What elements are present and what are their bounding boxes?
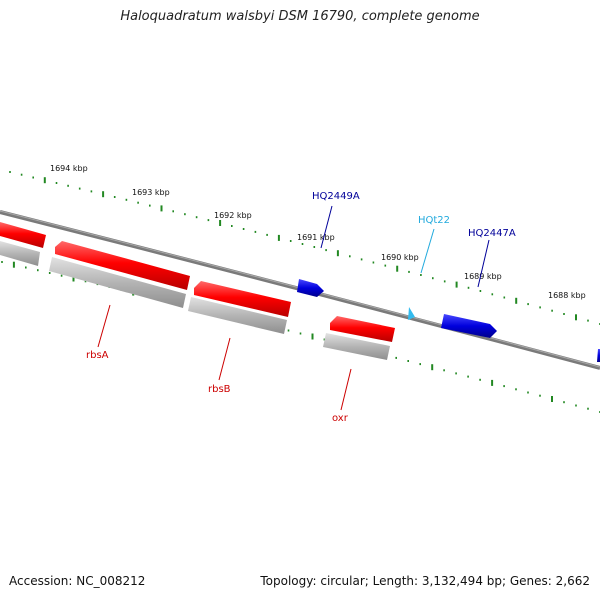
gene-feature-rbsA-left[interactable] [0, 222, 46, 248]
gene-feature-HQ2449A[interactable] [297, 279, 324, 297]
gene-label-oxr: oxr [332, 413, 349, 424]
shadow-feature [323, 333, 390, 360]
shadow-feature [0, 241, 40, 266]
ruler-label: 1691 kbp [297, 233, 335, 242]
leader-oxr [340, 368, 352, 411]
leader-rbsB [218, 337, 231, 381]
leader-HQ2447A [477, 239, 490, 288]
shadow-track [0, 241, 390, 360]
ruler-label: 1689 kbp [464, 272, 502, 281]
gene-feature-rbsB[interactable] [194, 281, 291, 317]
gene-label-HQ2449A: HQ2449A [312, 191, 360, 202]
ruler-label: 1693 kbp [132, 188, 170, 197]
gene-label-rbsB: rbsB [208, 384, 231, 395]
ruler-label: 1694 kbp [50, 164, 88, 173]
genome-summary: Topology: circular; Length: 3,132,494 bp… [260, 574, 590, 588]
leader-HQ2449A [320, 205, 333, 249]
shadow-feature [49, 257, 186, 308]
label-leaders [97, 205, 490, 411]
gene-label-HQt22: HQt22 [418, 215, 450, 226]
leader-rbsA [97, 304, 111, 348]
ruler-label-group: 1694 kbp 1693 kbp 1692 kbp 1691 kbp 1690… [50, 164, 586, 300]
gene-label-rbsA: rbsA [86, 350, 109, 361]
reverse-genes [297, 279, 600, 362]
shadow-feature [188, 297, 287, 334]
ruler-label: 1690 kbp [381, 253, 419, 262]
gene-labels: rbsA rbsB oxr HQ2449A HQt22 HQ2447A [86, 191, 516, 424]
ruler-outer-ticks [9, 171, 600, 325]
ruler-label: 1692 kbp [214, 211, 252, 220]
accession-label: Accession: NC_008212 [9, 574, 146, 588]
gene-feature-edge[interactable] [597, 349, 600, 362]
genome-title: Haloquadratum walsbyi DSM 16790, complet… [120, 9, 480, 24]
gene-feature-oxr[interactable] [330, 316, 395, 342]
forward-genes [0, 222, 395, 342]
gene-label-HQ2447A: HQ2447A [468, 228, 516, 239]
leader-HQt22 [420, 228, 435, 274]
gene-feature-HQ2447A[interactable] [441, 314, 497, 338]
gene-feature-HQt22[interactable] [408, 307, 415, 320]
ruler-label: 1688 kbp [548, 291, 586, 300]
gene-feature-rbsA[interactable] [55, 241, 190, 290]
